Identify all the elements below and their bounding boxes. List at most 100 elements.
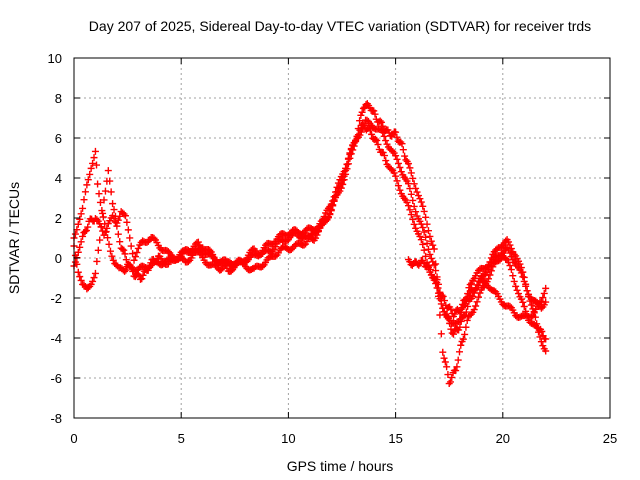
data-point — [139, 271, 147, 279]
data-point — [96, 198, 104, 206]
data-point — [459, 335, 467, 343]
data-point — [91, 269, 99, 277]
data-point — [86, 170, 94, 178]
data-point — [417, 198, 425, 206]
data-point — [537, 338, 545, 346]
data-point — [340, 176, 348, 184]
data-point — [426, 266, 434, 274]
y-tick-label: 10 — [48, 51, 62, 66]
data-point — [526, 297, 534, 305]
data-point — [358, 108, 366, 116]
data-point — [373, 136, 381, 144]
data-point — [430, 245, 438, 253]
data-point — [535, 328, 543, 336]
data-point — [90, 274, 98, 282]
data-point — [131, 253, 139, 261]
data-point — [536, 298, 544, 306]
data-point — [441, 358, 449, 366]
data-point — [412, 184, 420, 192]
data-point — [107, 188, 115, 196]
data-point — [90, 154, 98, 162]
data-point — [429, 241, 437, 249]
data-point — [404, 202, 412, 210]
data-point — [101, 187, 109, 195]
data-point — [404, 160, 412, 168]
data-point — [463, 316, 471, 324]
data-point — [101, 228, 109, 236]
data-point — [114, 230, 122, 238]
data-point — [184, 258, 192, 266]
data-point — [440, 297, 448, 305]
data-point — [359, 104, 367, 112]
data-point — [380, 132, 388, 140]
data-point — [414, 192, 422, 200]
data-point — [465, 291, 473, 299]
data-point — [326, 211, 334, 219]
data-point — [423, 220, 431, 228]
data-point — [527, 313, 535, 321]
data-point — [217, 266, 225, 274]
x-tick-label: 20 — [496, 431, 510, 446]
data-point — [393, 177, 401, 185]
data-point — [407, 211, 415, 219]
axis-ticks: 0 5 10 15 20 25 -8 -6 -4 -2 0 2 4 6 8 10 — [48, 51, 618, 446]
data-point — [82, 227, 90, 235]
data-point — [422, 213, 430, 221]
chart-title: Day 207 of 2025, Sidereal Day-to-day VTE… — [89, 18, 591, 34]
data-point — [387, 165, 395, 173]
data-point — [390, 169, 398, 177]
data-point — [327, 207, 335, 215]
data-point — [134, 244, 142, 252]
data-point — [542, 284, 550, 292]
data-point — [432, 267, 440, 275]
data-series — [70, 100, 550, 388]
data-point — [94, 180, 102, 188]
data-point — [398, 140, 406, 148]
data-point — [453, 363, 461, 371]
data-point — [114, 216, 122, 224]
data-point — [393, 155, 401, 163]
x-tick-label: 10 — [281, 431, 295, 446]
data-point — [394, 182, 402, 190]
data-point — [84, 176, 92, 184]
data-point — [342, 170, 350, 178]
data-point — [513, 286, 521, 294]
data-point — [542, 347, 550, 355]
data-point — [427, 254, 435, 262]
data-point — [402, 156, 410, 164]
data-point — [71, 230, 79, 238]
data-point — [106, 247, 114, 255]
data-point — [423, 239, 431, 247]
data-point — [397, 168, 405, 176]
y-tick-label: 6 — [55, 131, 62, 146]
data-point — [371, 110, 379, 118]
data-point — [110, 206, 118, 214]
data-point — [419, 202, 427, 210]
data-point — [409, 196, 417, 204]
data-point — [127, 263, 135, 271]
data-point — [444, 371, 452, 379]
data-point — [410, 180, 418, 188]
data-point — [420, 246, 428, 254]
data-point — [507, 266, 515, 274]
data-point — [350, 142, 358, 150]
data-point — [81, 227, 89, 235]
data-point — [422, 252, 430, 260]
data-point — [520, 273, 528, 281]
data-point — [485, 275, 493, 283]
data-point — [109, 256, 117, 264]
data-point — [409, 174, 417, 182]
data-point — [506, 262, 514, 270]
data-point — [374, 141, 382, 149]
data-point — [96, 236, 104, 244]
data-point — [517, 295, 525, 303]
data-point — [413, 188, 421, 196]
data-point — [457, 305, 465, 313]
data-point — [368, 130, 376, 138]
data-point — [80, 196, 88, 204]
data-point — [337, 184, 345, 192]
data-point — [106, 177, 114, 185]
data-point — [324, 214, 332, 222]
data-point — [124, 226, 132, 234]
data-point — [370, 107, 378, 115]
